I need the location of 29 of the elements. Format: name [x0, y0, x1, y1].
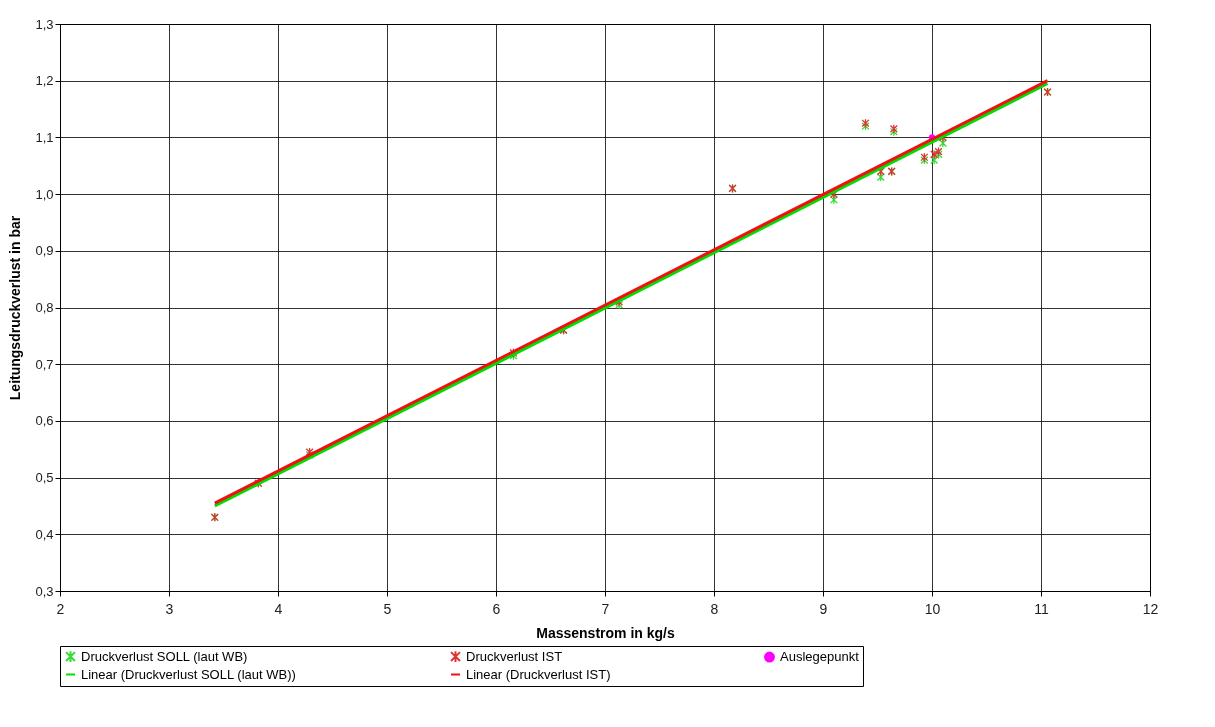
legend-label: Linear (Druckverlust SOLL (laut WB)) — [81, 666, 296, 682]
x-tick-label: 11 — [1034, 600, 1049, 617]
y-tick-label: 0,9 — [35, 243, 54, 259]
x-tick-label: 8 — [710, 600, 719, 617]
legend-label: Druckverlust IST — [466, 648, 563, 664]
legend-label: Druckverlust SOLL (laut WB) — [81, 648, 248, 664]
y-tick-label: 1,3 — [35, 16, 54, 32]
y-tick-label: 0,4 — [35, 526, 54, 542]
x-tick-label: 4 — [274, 600, 283, 617]
y-tick-label: 0,5 — [35, 470, 54, 486]
x-tick-label: 7 — [601, 600, 610, 617]
y-tick-label: 0,8 — [35, 300, 54, 315]
y-tick-label: 1,2 — [35, 73, 54, 89]
x-tick-label: 10 — [924, 600, 941, 617]
x-tick-label: 2 — [56, 600, 65, 617]
y-tick-label: 0,7 — [35, 356, 54, 372]
x-tick-label: 12 — [1142, 600, 1159, 617]
legend-label: Auslegepunkt — [780, 649, 860, 665]
legend-label: Linear (Druckverlust IST) — [466, 666, 611, 682]
x-tick-label: 5 — [383, 600, 392, 617]
y-tick-label: 0,6 — [35, 413, 54, 429]
x-axis-title: Massenstrom in kg/s — [536, 624, 675, 641]
y-tick-label: 1,1 — [35, 129, 54, 145]
x-tick-label: 9 — [819, 600, 828, 617]
y-axis-title: Leitungsdruckverlust in bar — [7, 215, 24, 401]
x-tick-label: 6 — [492, 600, 501, 617]
y-tick-label: 0,3 — [35, 583, 54, 599]
y-tick-label: 1,0 — [35, 186, 54, 202]
x-tick-label: 3 — [165, 600, 174, 617]
